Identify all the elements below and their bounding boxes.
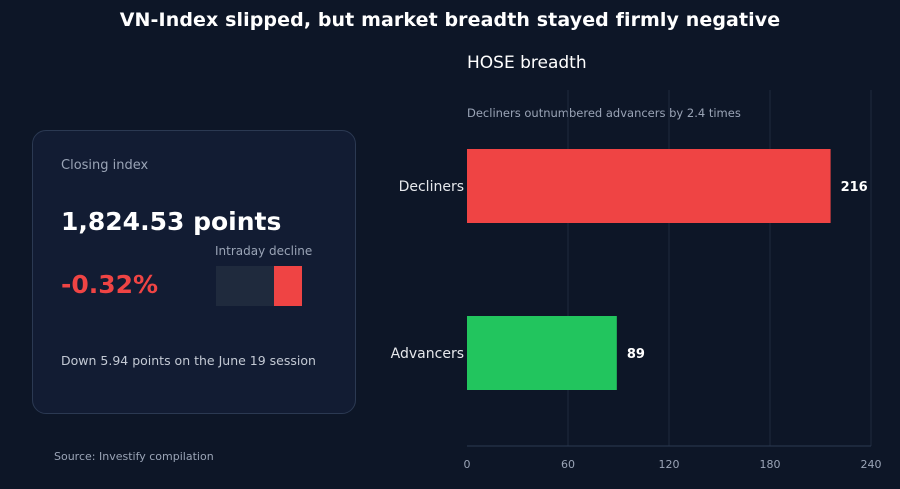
x-tick-label: 120 [659,458,680,471]
chart-subtitle: Decliners outnumbered advancers by 2.4 t… [467,106,741,120]
percent-change: -0.32% [61,270,159,299]
chart-title: HOSE breadth [467,53,587,73]
intraday-decline-fill [274,266,302,306]
data-label: 216 [841,180,868,195]
session-note: Down 5.94 points on the June 19 session [61,353,316,368]
category-label: Advancers [391,346,464,362]
closing-index-card: Closing index 1,824.53 points -0.32% Int… [32,130,356,414]
headline: VN-Index slipped, but market breadth sta… [119,9,781,31]
x-tick-label: 180 [760,458,781,471]
bar-decliners [467,149,831,223]
intraday-decline-label: Intraday decline [215,244,313,258]
intraday-decline-bar [216,266,302,306]
card-label: Closing index [61,158,149,173]
x-tick-label: 60 [561,458,575,471]
data-label: 89 [627,347,645,362]
source-note: Source: Investify compilation [54,450,214,463]
x-tick-label: 240 [861,458,882,471]
closing-index-value: 1,824.53 points [61,207,282,236]
bar-advancers [467,316,617,390]
category-label: Decliners [399,179,464,195]
x-tick-label: 0 [464,458,471,471]
